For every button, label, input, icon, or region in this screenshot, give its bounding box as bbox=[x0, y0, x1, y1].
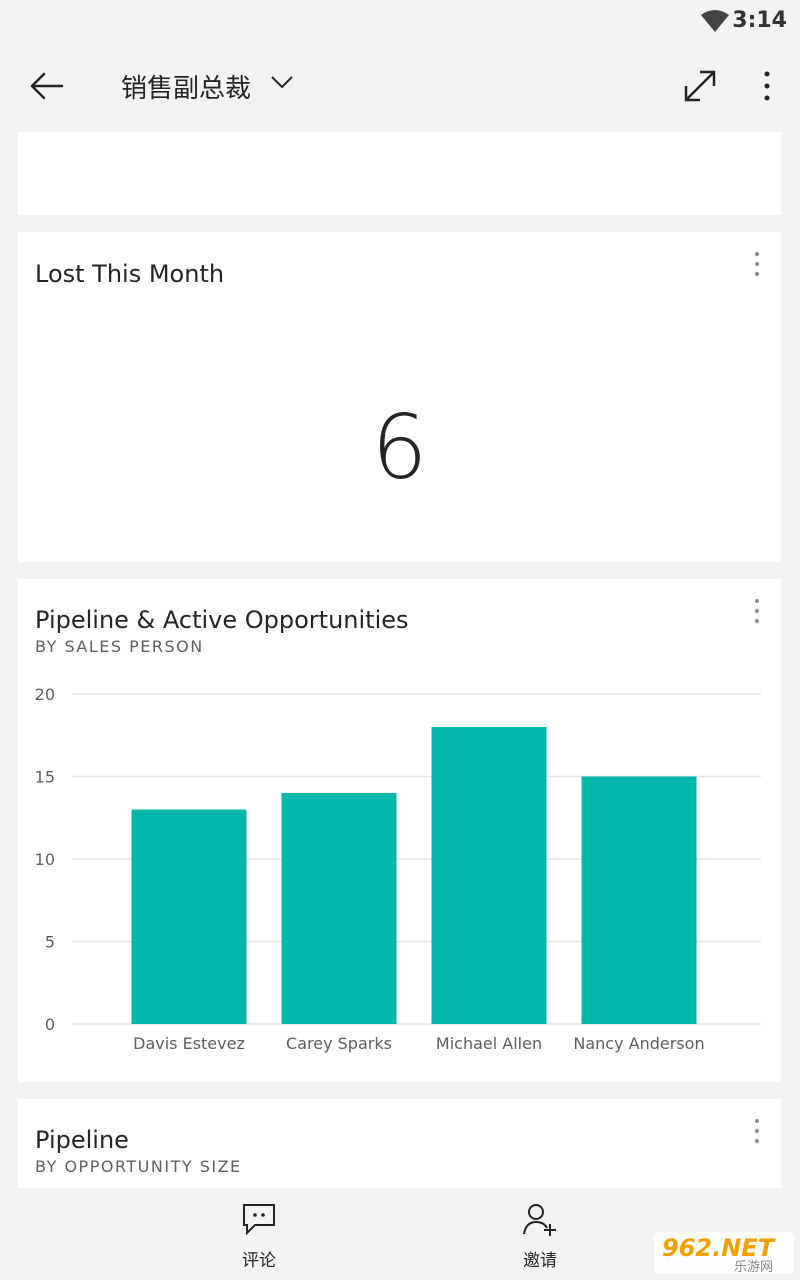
x-tick-label: Davis Estevez bbox=[133, 1034, 245, 1053]
pipeline-card[interactable]: Pipeline BY OPPORTUNITY SIZE bbox=[18, 1099, 781, 1188]
expand-icon[interactable] bbox=[680, 66, 720, 110]
card-more-icon[interactable] bbox=[747, 250, 767, 280]
chevron-down-icon[interactable] bbox=[270, 74, 294, 94]
watermark-logo: 962.NET 乐游网 bbox=[654, 1228, 794, 1276]
y-tick-label: 5 bbox=[45, 933, 55, 952]
comment-icon bbox=[241, 1204, 277, 1240]
y-tick-label: 0 bbox=[45, 1015, 55, 1034]
watermark-sub: 乐游网 bbox=[734, 1260, 773, 1275]
x-tick-label: Nancy Anderson bbox=[573, 1034, 704, 1053]
wifi-icon bbox=[700, 9, 730, 37]
partial-card bbox=[18, 132, 781, 215]
kpi-value: 6 bbox=[371, 396, 428, 499]
card-title: Pipeline & Active Opportunities bbox=[35, 606, 409, 634]
bar-nancy-anderson[interactable] bbox=[581, 776, 697, 1025]
status-bar: 3:14 bbox=[0, 0, 800, 44]
bar-davis-estevez[interactable] bbox=[131, 809, 247, 1025]
x-tick-label: Michael Allen bbox=[436, 1034, 542, 1053]
comment-button[interactable]: 评论 bbox=[199, 1202, 319, 1271]
card-title: Lost This Month bbox=[35, 260, 225, 288]
lost-this-month-card[interactable]: Lost This Month 6 bbox=[18, 232, 781, 562]
watermark-brand: 962.NET bbox=[662, 1234, 776, 1262]
card-title: Pipeline bbox=[35, 1126, 129, 1154]
card-more-icon[interactable] bbox=[747, 1117, 767, 1147]
y-tick-label: 15 bbox=[35, 768, 55, 787]
more-options-icon[interactable] bbox=[752, 66, 782, 110]
bar-chart: 0 5 10 15 20 Davis Estevez Carey Sparks Michael… bbox=[35, 685, 761, 1053]
pipeline-active-card[interactable]: Pipeline & Active Opportunities BY SALES… bbox=[18, 579, 781, 1082]
invite-label: 邀请 bbox=[523, 1251, 557, 1271]
y-tick-label: 20 bbox=[35, 685, 55, 704]
back-arrow-icon[interactable] bbox=[28, 66, 68, 106]
invite-button[interactable]: 邀请 bbox=[480, 1202, 600, 1271]
comment-label: 评论 bbox=[242, 1251, 276, 1271]
add-user-icon bbox=[522, 1204, 558, 1240]
bar-carey-sparks[interactable] bbox=[281, 793, 397, 1024]
status-time: 3:14 bbox=[732, 8, 787, 33]
card-more-icon[interactable] bbox=[747, 597, 767, 627]
card-subtitle: BY OPPORTUNITY SIZE bbox=[35, 1157, 242, 1176]
app-bar: 销售副总裁 bbox=[0, 44, 800, 132]
page-title[interactable]: 销售副总裁 bbox=[121, 74, 252, 104]
card-subtitle: BY SALES PERSON bbox=[35, 637, 204, 656]
bar-michael-allen[interactable] bbox=[431, 727, 547, 1024]
x-tick-label: Carey Sparks bbox=[286, 1034, 392, 1053]
y-tick-label: 10 bbox=[35, 850, 55, 869]
